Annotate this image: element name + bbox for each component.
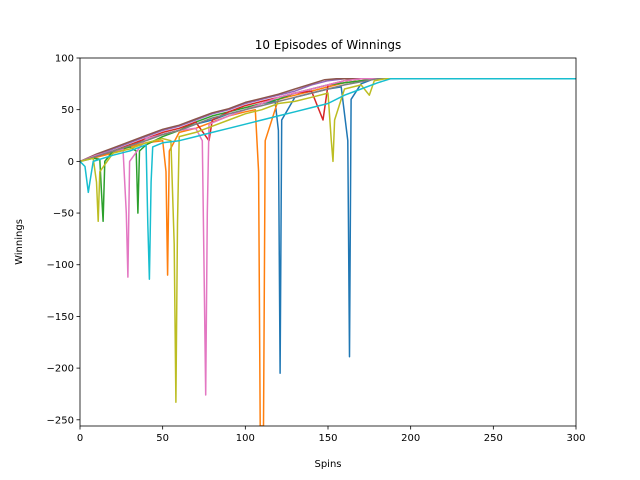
y-tick-label: −250 [47, 415, 74, 426]
y-tick-label: 50 [61, 105, 74, 116]
x-tick-label: 200 [401, 433, 420, 444]
y-axis: 100 50 0 −50 −100 −150 −200 −250 [47, 54, 80, 426]
x-tick-label: 150 [318, 433, 337, 444]
series-line-10 [80, 77, 576, 280]
x-tick-label: 100 [236, 433, 255, 444]
series-line-7 [80, 77, 576, 396]
y-tick-label: −100 [47, 260, 74, 271]
x-tick-label: 50 [156, 433, 169, 444]
x-tick-label: 300 [566, 433, 585, 444]
y-axis-label: Winnings [14, 219, 25, 265]
y-tick-label: 0 [68, 157, 74, 168]
x-tick-label: 0 [77, 433, 83, 444]
chart-title: 10 Episodes of Winnings [255, 38, 402, 52]
series-line-6 [80, 77, 576, 163]
y-tick-label: −150 [47, 312, 74, 323]
y-tick-label: −50 [53, 209, 74, 220]
y-tick-label: 100 [55, 54, 74, 65]
series-layer [80, 77, 576, 426]
series-line-9 [80, 77, 576, 403]
y-tick-label: −200 [47, 364, 74, 375]
series-line-5 [80, 77, 576, 163]
x-tick-label: 250 [484, 433, 503, 444]
series-line-4 [80, 77, 576, 163]
series-line-8 [80, 77, 576, 163]
x-axis-label: Spins [314, 459, 341, 470]
x-axis: 0 50 100 150 200 250 300 [77, 426, 586, 444]
plot-area [80, 58, 576, 426]
